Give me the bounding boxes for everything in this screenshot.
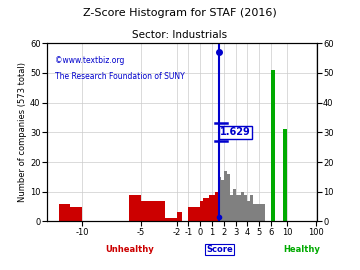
Bar [59, 204, 71, 221]
Bar [224, 171, 227, 221]
Bar [209, 195, 212, 221]
Text: Score: Score [206, 245, 233, 254]
Bar [129, 195, 141, 221]
Bar [242, 192, 244, 221]
Bar [250, 195, 253, 221]
Text: 1.629: 1.629 [220, 127, 251, 137]
Bar [230, 195, 233, 221]
Bar [235, 195, 239, 221]
Text: Sector: Industrials: Sector: Industrials [132, 30, 228, 40]
Bar [200, 201, 203, 221]
Bar [221, 180, 224, 221]
Text: Z-Score Histogram for STAF (2016): Z-Score Histogram for STAF (2016) [83, 8, 277, 18]
Bar [271, 70, 275, 221]
Bar [244, 195, 247, 221]
Text: Healthy: Healthy [283, 245, 320, 254]
Bar [247, 201, 250, 221]
Bar [215, 192, 218, 221]
Bar [206, 198, 209, 221]
Bar [220, 177, 221, 221]
Bar [212, 195, 215, 221]
Bar [71, 207, 82, 221]
Bar [141, 201, 153, 221]
Bar [259, 204, 262, 221]
Bar [153, 201, 165, 221]
Bar [262, 204, 265, 221]
Bar [239, 195, 242, 221]
Bar [253, 204, 256, 221]
Y-axis label: Number of companies (573 total): Number of companies (573 total) [18, 62, 27, 202]
Bar [218, 162, 219, 221]
Bar [233, 189, 235, 221]
Bar [227, 174, 230, 221]
Text: The Research Foundation of SUNY: The Research Foundation of SUNY [55, 72, 185, 81]
Bar [256, 204, 259, 221]
Text: ©www.textbiz.org: ©www.textbiz.org [55, 56, 124, 65]
Text: Unhealthy: Unhealthy [105, 245, 154, 254]
Bar [188, 207, 200, 221]
Bar [283, 129, 288, 221]
Bar [203, 198, 206, 221]
Bar [177, 212, 183, 221]
Bar [165, 218, 177, 221]
